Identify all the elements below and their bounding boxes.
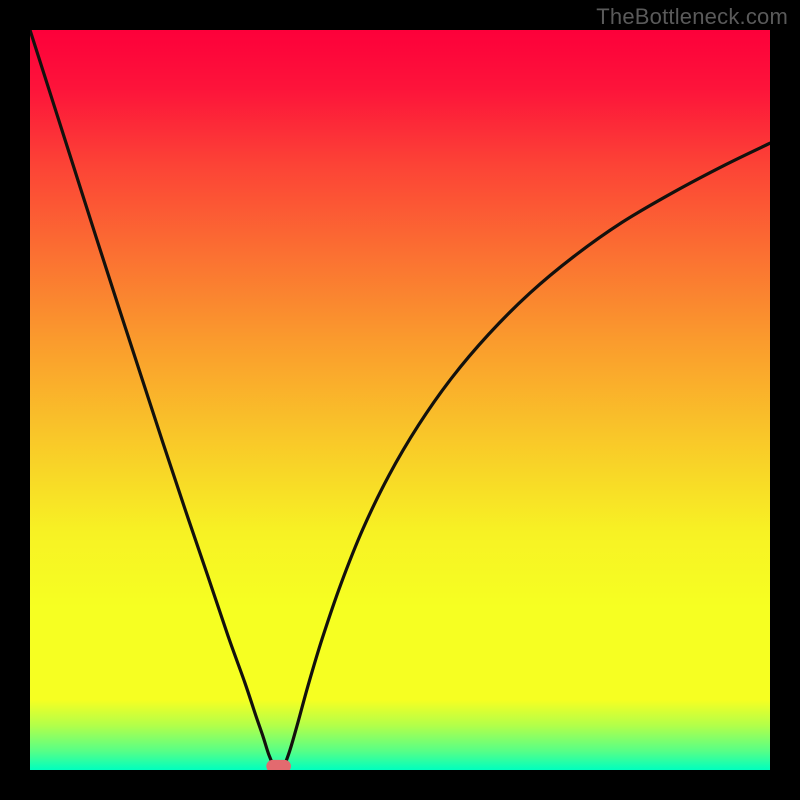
plot-svg [30,30,770,770]
outer-frame: TheBottleneck.com [0,0,800,800]
watermark-text: TheBottleneck.com [596,4,788,30]
minimum-marker [267,760,291,770]
plot-area [30,30,770,770]
gradient-background [30,30,770,770]
